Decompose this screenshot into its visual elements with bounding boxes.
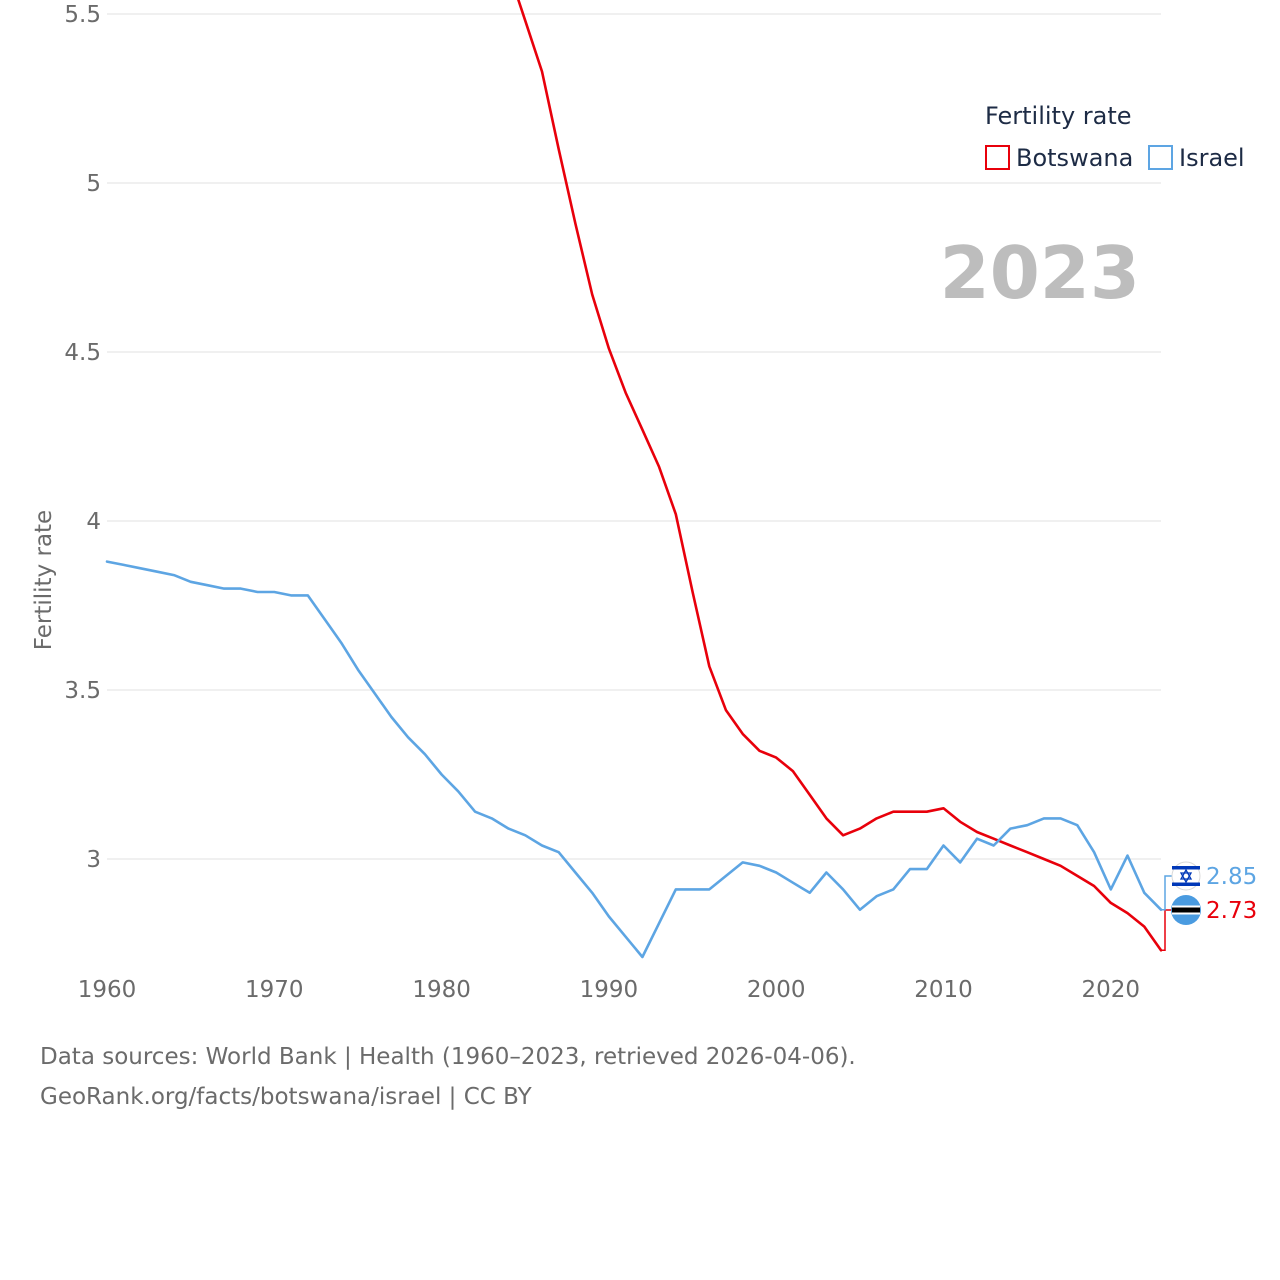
y-axis-ticks: 33.544.555.566.5	[64, 2, 101, 873]
flag-star-down	[1179, 872, 1193, 884]
y-tick-label: 4.5	[64, 340, 101, 366]
flag-stripe-bottom	[1172, 882, 1200, 886]
legend-label-israel[interactable]: Israel	[1179, 144, 1245, 172]
flag-black-band	[1172, 907, 1200, 913]
y-tick-label: 5.5	[64, 2, 101, 28]
flag-botswana-icon	[1171, 895, 1201, 925]
x-axis-ticks: 1960 1970 1980 1990 2000 2010 2020	[78, 977, 1140, 1003]
series-end-markers: 2.73 2.85	[1161, 861, 1257, 952]
y-tick-label: 4	[86, 509, 101, 535]
gridlines	[107, 13, 1161, 860]
x-tick-label: 2000	[747, 977, 806, 1003]
x-tick-label: 1970	[245, 977, 304, 1003]
series-lines	[105, 0, 1163, 959]
series-line-botswana[interactable]	[107, 0, 1163, 952]
footer-sources: Data sources: World Bank | Health (1960–…	[40, 1044, 856, 1070]
x-tick-label: 1960	[78, 977, 137, 1003]
end-connector-botswana	[1161, 909, 1173, 952]
x-tick-label: 1990	[580, 977, 639, 1003]
flag-stripe-top	[1172, 866, 1200, 870]
year-label: 2023	[940, 231, 1140, 315]
end-value-label-israel: 2.85	[1206, 864, 1257, 890]
y-tick-label: 3	[86, 847, 101, 873]
x-tick-label: 2010	[914, 977, 973, 1003]
flag-israel-icon	[1171, 861, 1201, 891]
legend-swatch-botswana[interactable]	[985, 145, 1010, 170]
y-tick-label: 3.5	[64, 678, 101, 704]
footer-credit: GeoRank.org/facts/botswana/israel | CC B…	[40, 1084, 532, 1110]
series-line-israel[interactable]	[105, 560, 1163, 959]
y-tick-label: 5	[86, 171, 101, 197]
x-tick-label: 1980	[412, 977, 471, 1003]
legend: Fertility rate Botswana Israel	[985, 102, 1245, 172]
y-axis-label: Fertility rate	[31, 510, 57, 650]
legend-label-botswana[interactable]: Botswana	[1016, 144, 1133, 172]
end-value-label-botswana: 2.73	[1206, 898, 1257, 924]
legend-swatch-israel[interactable]	[1148, 145, 1173, 170]
legend-title: Fertility rate	[985, 102, 1132, 130]
end-connector-israel	[1161, 875, 1173, 911]
x-tick-label: 2020	[1082, 977, 1141, 1003]
flag-star-up	[1179, 868, 1193, 880]
